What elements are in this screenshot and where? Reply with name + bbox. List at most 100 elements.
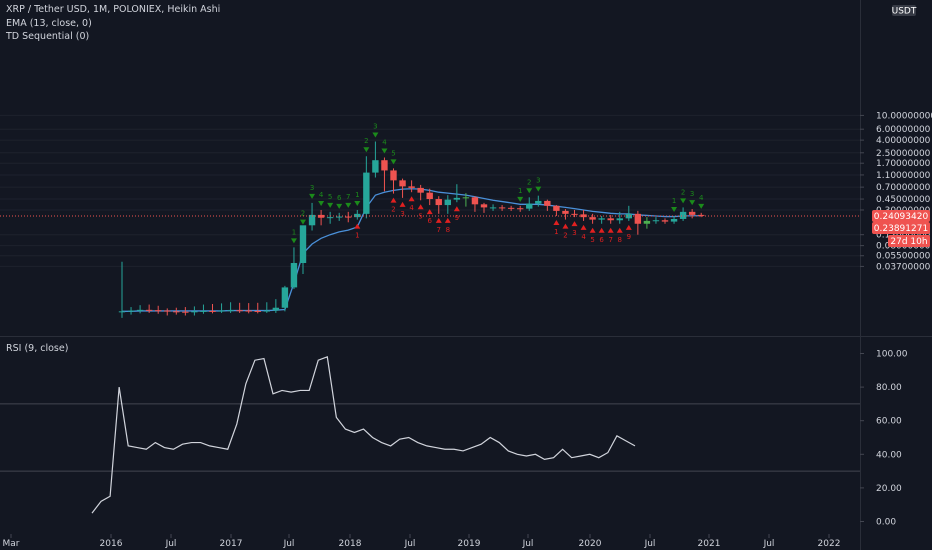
candle-body [462,197,470,199]
candle-body [453,197,461,200]
time-axis-labels: Mar 2016 Jul 2017 Jul 2018 Jul 2019 Jul 2020 Jul 20… [3,534,841,549]
candle [589,213,596,224]
candle-body [679,211,687,219]
candle [354,209,361,220]
ema-legend[interactable]: EMA (13, close, 0) [6,18,92,29]
td-buy-setup-arrow [571,221,578,227]
candle [544,199,551,211]
td-buy-setup-arrow [426,209,433,215]
candle-body [408,186,415,188]
td-sell-count: 3 [310,184,314,192]
td-sequential-layer: 1234567123451231234123456789123456789 [290,123,705,244]
main-price-grid [0,114,860,267]
price-tick-label: 0.45000000 [876,195,931,205]
td-legend[interactable]: TD Sequential (0) [6,31,90,42]
candle-body [363,172,370,214]
candle [480,202,488,213]
candle [164,308,171,316]
price-tick-label: 0.03700000 [876,262,931,272]
td-sell-setup-arrow [381,148,388,154]
candle [182,307,189,316]
td-buy-count: 7 [608,236,612,244]
candle [299,225,307,274]
td-sell-setup-arrow [689,200,696,206]
candle [227,302,234,313]
td-sell-setup-arrow [300,219,306,225]
time-tick-label: Jul [404,539,416,549]
candle [435,196,442,214]
candle [200,304,207,314]
td-buy-count: 9 [627,233,631,241]
candle-body [263,310,270,312]
td-sell-setup-arrow [698,203,705,209]
td-buy-setup-arrow [390,197,397,203]
candle-body [698,214,705,216]
td-sell-count: 3 [536,177,540,185]
price-tick-label: 2.50000000 [876,149,931,159]
time-tick-label: 2018 [339,539,362,549]
candle-body [489,207,497,209]
rsi-legend[interactable]: RSI (9, close) [6,343,69,354]
td-sell-setup-arrow [290,238,297,244]
td-buy-setup-arrow [399,201,406,207]
candle-body [589,217,596,220]
candle-body [417,187,424,193]
candle [661,218,669,224]
time-tick-label: Jul [165,539,177,549]
time-tick-label: Jul [644,539,656,549]
candle-body [336,216,343,218]
time-tick-label: Jul [283,539,295,549]
td-buy-setup-arrow [435,217,442,223]
candle [562,209,569,220]
td-buy-count: 1 [554,228,558,236]
price-tick-label: 1.70000000 [876,159,931,169]
td-buy-count: 7 [437,226,441,234]
td-buy-count: 6 [599,236,604,244]
candle-body [227,310,234,312]
candle-body [182,311,189,313]
candle [381,157,388,192]
rsi-line [91,356,636,514]
candle [272,299,280,313]
candle [580,209,587,221]
candle-body [399,180,406,187]
td-buy-setup-arrow [589,227,596,233]
td-buy-setup-arrow [417,204,424,210]
price-tick-label: 10.00000000 [876,111,932,121]
candle-body [444,199,451,206]
candle [607,214,614,224]
td-sell-count: 2 [527,178,531,186]
candle [345,211,352,223]
candle [679,207,687,221]
td-sell-setup-arrow [345,202,352,208]
price-badge-last-text: 0.24093420 [874,212,929,222]
td-sell-count: 1 [355,191,359,199]
time-tick-label: Jul [763,539,775,549]
time-tick-label: 2022 [818,539,841,549]
candle-body [390,170,397,181]
candle [571,209,578,218]
candle [616,211,623,224]
td-sell-setup-arrow [336,203,343,209]
candle [326,211,334,224]
td-sell-count: 7 [346,193,350,201]
candle [245,303,252,314]
candle-body [598,218,605,220]
candle [471,196,479,212]
candle [263,302,270,313]
candle-body [164,310,171,312]
td-buy-count: 1 [355,232,359,240]
countdown-text: 27d 10h [890,237,927,247]
td-buy-setup-arrow [354,223,361,229]
time-tick-label: 2017 [220,539,243,549]
td-sell-setup-arrow [526,188,533,194]
candle [281,285,289,312]
candle-body [435,199,442,206]
td-buy-setup-arrow [607,227,614,233]
candle [670,216,678,224]
candle-body [200,310,207,312]
price-badge-last [872,210,930,222]
td-buy-setup-arrow [444,217,451,223]
candle-body [616,218,623,221]
